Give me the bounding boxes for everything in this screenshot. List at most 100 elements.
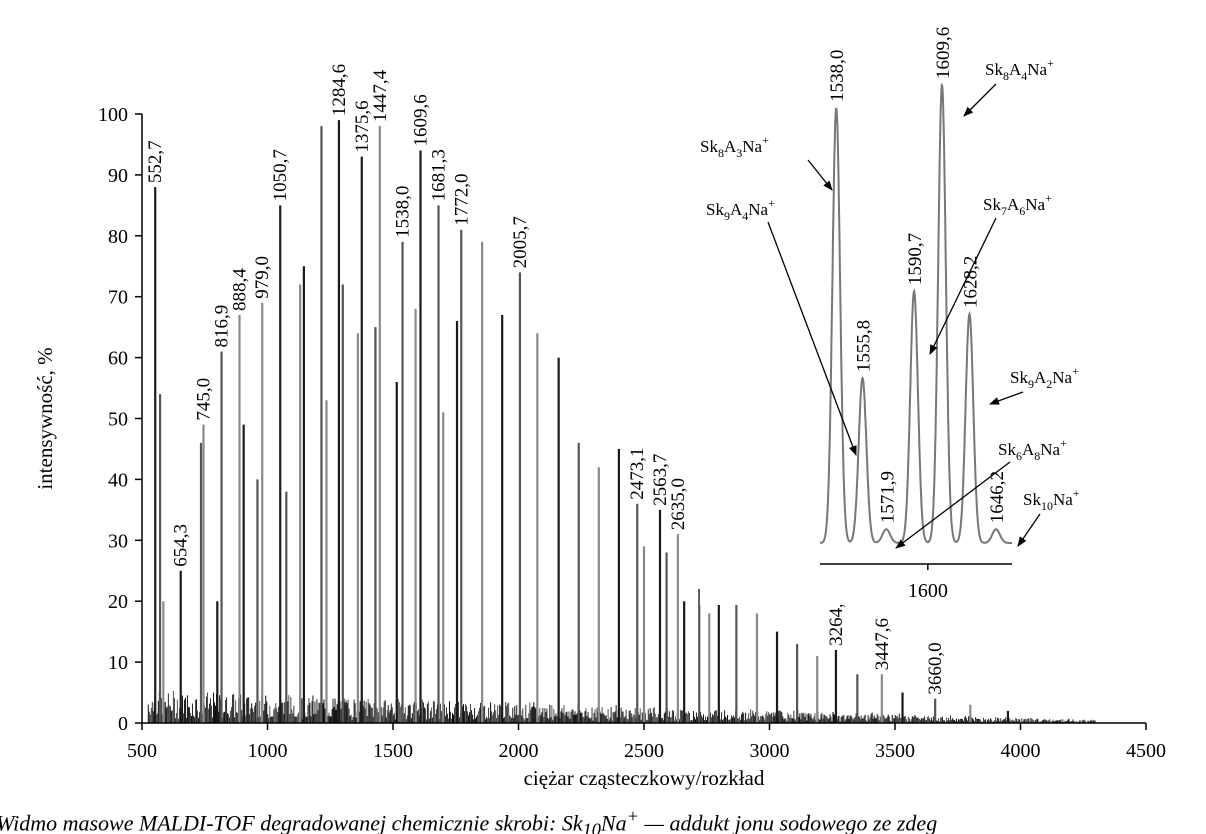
- y-tick-label: 50: [108, 409, 128, 431]
- ion-annotation-arrow: [767, 221, 857, 456]
- peak-label: 552,7: [145, 140, 166, 183]
- baseline-noise: [147, 691, 1096, 723]
- ion-annotation: Sk9A4Na+: [706, 196, 775, 223]
- y-tick-label: 20: [108, 591, 128, 613]
- ion-annotation-arrow: [895, 461, 1011, 549]
- x-axis-ticks: 500 1000 1500 2000 2500 3000 3500 4000 4500: [127, 723, 1166, 762]
- ion-annotation-element: Na: [1052, 368, 1072, 387]
- peak-label: 888,4: [229, 268, 250, 311]
- ion-annotation-base: Sk: [985, 60, 1003, 79]
- ion-annotation-arrow: [807, 159, 833, 191]
- inset-peak-label: 1628,2: [960, 256, 981, 308]
- ion-annotation-element: Na: [1040, 440, 1060, 459]
- spectrum-peaks: [154, 120, 1010, 723]
- ion-annotation-base: Sk: [1023, 490, 1041, 509]
- peak-label: 816,9: [212, 305, 233, 348]
- y-tick-label: 40: [108, 469, 128, 491]
- ion-annotation-subscript: 3: [736, 146, 742, 160]
- caption-sub: 10: [582, 819, 601, 834]
- ion-annotation-superscript: +: [1073, 486, 1080, 500]
- caption-suffix: — addukt jonu sodowego ze zdeg: [638, 810, 938, 834]
- inset-background: [700, 40, 1200, 605]
- peak-label: 1050,7: [270, 149, 291, 201]
- ion-annotation-arrow: [929, 217, 997, 355]
- ion-annotation-element: A: [1022, 440, 1035, 459]
- y-tick-label: 70: [108, 287, 128, 309]
- ion-annotation-base: Sk: [706, 200, 724, 219]
- caption-text: Widmo masowe MALDI-TOF degradowanej chem…: [0, 806, 937, 834]
- ion-annotation-subscript: 8: [1034, 449, 1040, 463]
- ion-annotation-subscript: 9: [724, 209, 730, 223]
- ion-annotation-subscript: 8: [1003, 69, 1009, 83]
- y-axis-label: intensywność, %: [33, 347, 57, 489]
- ion-annotation-element: A: [1007, 195, 1020, 214]
- y-tick-label: 10: [108, 652, 128, 674]
- y-tick-label: 90: [108, 165, 128, 187]
- ion-annotation: Sk6A8Na+: [998, 436, 1067, 463]
- ion-annotation-arrow: [963, 83, 997, 117]
- peak-label: 2635,0: [668, 478, 689, 530]
- ion-annotation-subscript: 9: [1028, 377, 1034, 391]
- ion-annotation-superscript: +: [1045, 191, 1052, 205]
- x-tick-label: 2000: [499, 740, 539, 762]
- ion-annotation-element: Na: [1027, 60, 1047, 79]
- ion-annotation-subscript: 4: [742, 209, 748, 223]
- inset-peak-label: 1609,6: [933, 27, 954, 79]
- ion-annotation-element: Na: [742, 137, 762, 156]
- inset-peak-label: 1555,8: [854, 320, 875, 372]
- caption-sup: +: [626, 806, 639, 826]
- ion-annotation-base: Sk: [1010, 368, 1028, 387]
- y-tick-label: 60: [108, 348, 128, 370]
- ion-annotation-base: Sk: [700, 137, 718, 156]
- peak-label: 2473,1: [627, 448, 648, 500]
- peak-label: 2005,7: [510, 216, 531, 268]
- ion-annotation: Sk9A2Na+: [1010, 364, 1079, 391]
- ion-annotation: Sk10Na+: [1023, 486, 1080, 513]
- ion-annotation-subscript: 6: [1019, 204, 1025, 218]
- peak-label: 1375,6: [352, 100, 373, 152]
- ion-annotation-subscript: 10: [1041, 499, 1053, 513]
- inset-peak-label: 1646,2: [987, 471, 1008, 523]
- inset-x-tick-label: 1600: [908, 580, 948, 602]
- peak-label: 1447,4: [370, 69, 391, 122]
- x-tick-label: 3500: [875, 740, 915, 762]
- peak-label: 3660,0: [925, 642, 946, 694]
- ion-annotation: Sk8A4Na+: [985, 56, 1054, 83]
- ion-annotation-subscript: 8: [718, 146, 724, 160]
- ion-annotation-superscript: +: [1047, 56, 1054, 70]
- ion-annotation-element: Na: [1025, 195, 1045, 214]
- y-tick-label: 100: [98, 104, 128, 126]
- y-tick-label: 30: [108, 530, 128, 552]
- ion-annotation: Sk8A3Na+: [700, 133, 769, 160]
- ion-annotation-subscript: 2: [1046, 377, 1052, 391]
- inset-peak-label: 1590,7: [905, 233, 926, 285]
- ion-annotation-element: Na: [1053, 490, 1073, 509]
- peak-label: 1609,6: [411, 94, 432, 146]
- ion-annotation: Sk7A6Na+: [983, 191, 1052, 218]
- ion-annotation-subscript: 6: [1016, 449, 1022, 463]
- x-tick-label: 4000: [1001, 740, 1041, 762]
- peak-label: 2563,7: [650, 454, 671, 506]
- inset-peak-label: 1538,0: [827, 50, 848, 102]
- ion-annotation-element: Na: [748, 200, 768, 219]
- inset-peak-label: 1571,9: [877, 471, 898, 523]
- ion-annotation-element: A: [1009, 60, 1022, 79]
- ion-annotation-element: A: [724, 137, 737, 156]
- x-tick-label: 1500: [373, 740, 413, 762]
- inset-spectrum: 1600 1538,0 1555,8 1571,9 1590,7 1609,6 1628,2…: [700, 27, 1200, 605]
- y-tick-label: 80: [108, 226, 128, 248]
- x-tick-label: 500: [127, 740, 157, 762]
- inset-curve: [820, 82, 1012, 544]
- caption-prefix: Widmo masowe MALDI-TOF degradowanej chem…: [0, 810, 583, 834]
- x-tick-label: 3000: [750, 740, 790, 762]
- peak-label: 3447,6: [872, 618, 893, 670]
- peak-label: 654,3: [171, 524, 192, 567]
- y-tick-label: 0: [118, 713, 128, 735]
- x-axis-label: ciężar cząsteczkowy/rozkład: [524, 766, 765, 790]
- caption-mid: Na: [600, 810, 627, 834]
- peak-label: 1772,0: [451, 173, 472, 225]
- peak-label: 1284,6: [329, 64, 350, 116]
- peak-label: 745,0: [193, 378, 214, 421]
- ion-annotation-superscript: +: [1060, 436, 1067, 450]
